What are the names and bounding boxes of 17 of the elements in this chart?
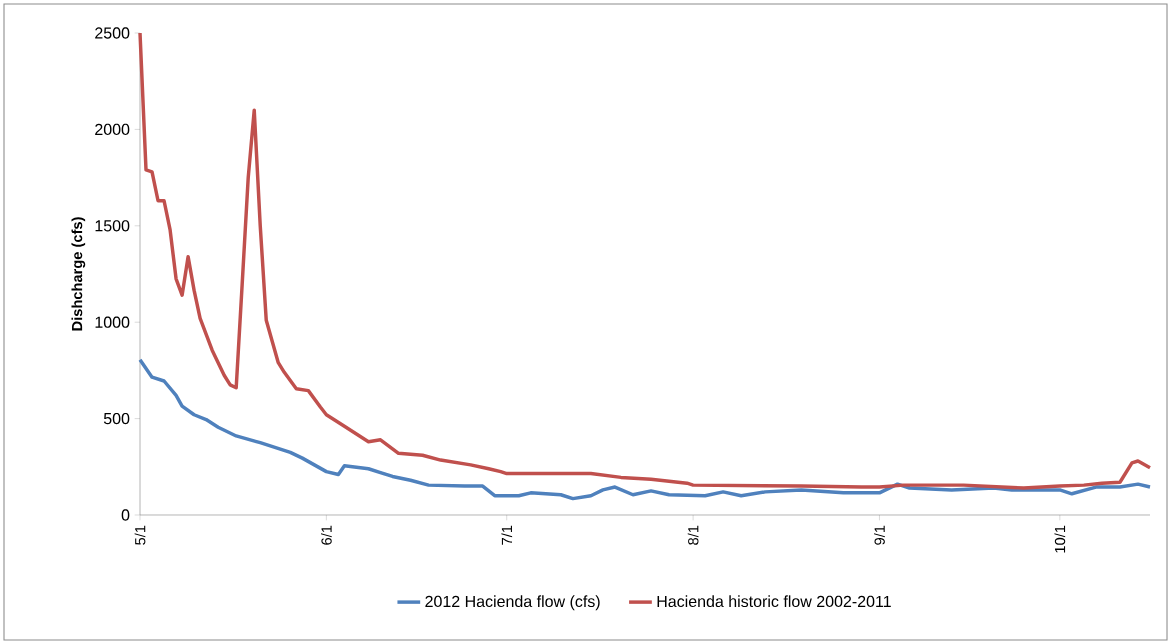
x-tick-label: 6/1 (320, 525, 332, 545)
legend-label: Hacienda historic flow 2002-2011 (657, 595, 891, 608)
y-tick-label: 1500 (95, 220, 130, 232)
x-tick-label: 8/1 (687, 525, 699, 545)
line-series (138, 358, 1152, 501)
x-tick-label: 7/1 (501, 525, 513, 545)
x-tick-label: 9/1 (874, 525, 885, 545)
x-tick-label: 10/1 (1054, 525, 1066, 553)
y-axis-title: Dishcharge (cfs) (71, 217, 86, 331)
y-tick-label: 2000 (95, 123, 130, 136)
y-tick-label: 2500 (95, 27, 130, 39)
y-tick-label: 0 (121, 509, 130, 521)
y-tick-label: 500 (103, 412, 130, 425)
x-tick-label: 5/1 (134, 525, 146, 545)
legend-label: 2012 Hacienda flow (cfs) (425, 595, 600, 611)
line-series (138, 31, 1152, 490)
y-tick-label: 1000 (95, 316, 130, 328)
